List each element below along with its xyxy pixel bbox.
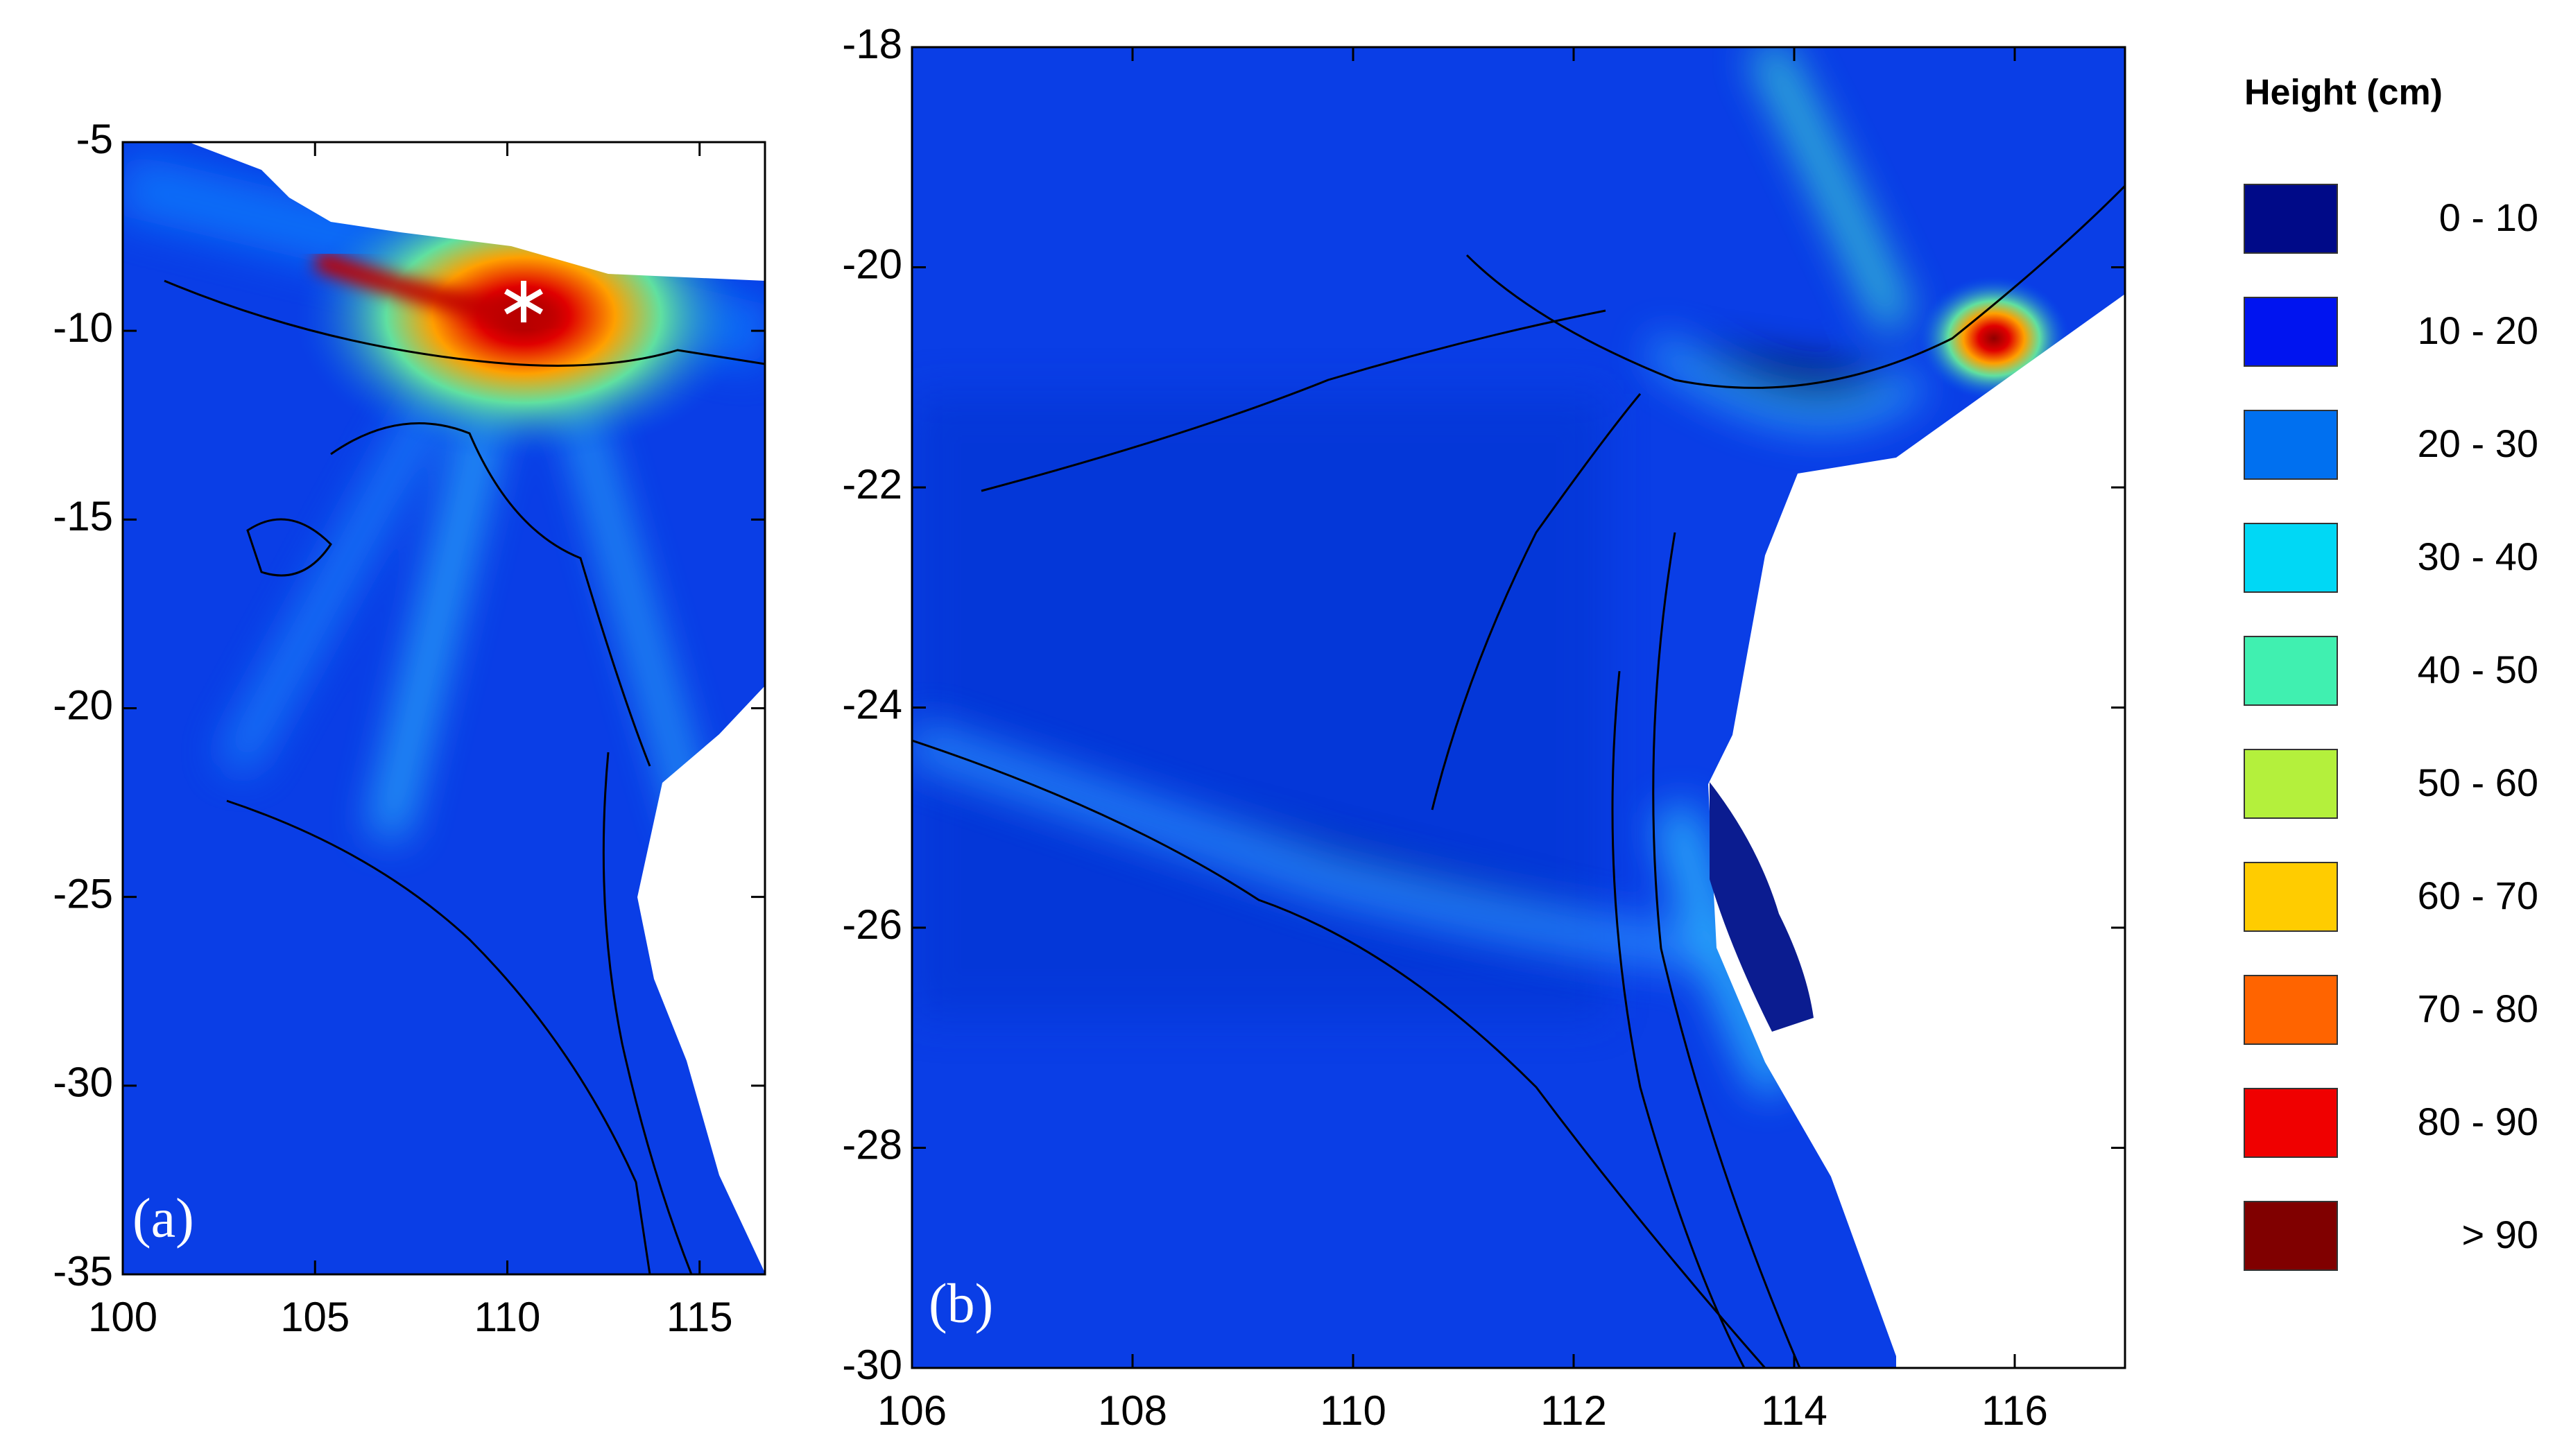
legend-swatch <box>2244 297 2338 367</box>
panel-label: (a) <box>132 1188 194 1249</box>
legend-label: 70 - 80 <box>2418 987 2538 1030</box>
legend-swatch <box>2244 636 2338 706</box>
x-tick-label: 108 <box>1098 1387 1167 1434</box>
legend-label: > 90 <box>2461 1213 2538 1256</box>
legend-title: Height (cm) <box>2244 73 2443 113</box>
legend-label: 20 - 30 <box>2418 422 2538 465</box>
legend-swatch <box>2244 1201 2338 1271</box>
legend-label: 80 - 90 <box>2418 1100 2538 1143</box>
y-tick-label: -26 <box>842 901 902 948</box>
legend-label: 10 - 20 <box>2418 309 2538 352</box>
y-tick-label: -24 <box>842 681 902 727</box>
panel-label: (b) <box>929 1273 993 1334</box>
x-tick-label: 116 <box>1981 1387 2048 1434</box>
legend-swatch <box>2244 523 2338 593</box>
y-tick-label: -15 <box>53 493 113 539</box>
y-tick-label: -22 <box>842 461 902 508</box>
x-tick-label: 110 <box>474 1294 541 1340</box>
legend-label: 40 - 50 <box>2418 648 2538 691</box>
legend-swatch <box>2244 1088 2338 1158</box>
y-tick-label: -20 <box>842 241 902 287</box>
legend: 0 - 10 10 - 20 20 - 30 30 - 40 40 - 50 50 - 6… <box>2244 184 2538 1271</box>
y-tick-label: -5 <box>76 116 113 162</box>
y-tick-label: -30 <box>53 1059 113 1106</box>
x-tick-label: 106 <box>877 1387 947 1434</box>
x-tick-label: 105 <box>280 1294 350 1340</box>
legend-swatch <box>2244 410 2338 480</box>
y-tick-label: -30 <box>842 1342 902 1388</box>
legend-label: 60 - 70 <box>2418 874 2538 917</box>
legend-swatch <box>2244 184 2338 254</box>
legend-label: 30 - 40 <box>2418 535 2538 578</box>
y-tick-label: -35 <box>53 1248 113 1294</box>
y-tick-label: -10 <box>53 304 113 351</box>
x-tick-label: 100 <box>88 1294 157 1340</box>
x-tick-label: 110 <box>1320 1387 1386 1434</box>
x-tick-label: 112 <box>1540 1387 1607 1434</box>
legend-swatch <box>2244 975 2338 1045</box>
x-tick-label: 114 <box>1761 1387 1827 1434</box>
y-tick-label: -28 <box>842 1121 902 1168</box>
map-panel-b: (b) 106 108 110 112 114 116 -18 -20 -22 -24 -26 -28… <box>842 21 2126 1434</box>
legend-label: 50 - 60 <box>2418 761 2538 804</box>
map-panel-a: (a) 100 105 110 115 -5 -10 -15 -20 -25 -30 -35 <box>53 116 766 1340</box>
y-tick-label: -25 <box>53 871 113 917</box>
legend-swatch <box>2244 749 2338 819</box>
x-tick-label: 115 <box>666 1294 733 1340</box>
y-tick-label: -20 <box>53 682 113 728</box>
legend-label: 0 - 10 <box>2439 196 2538 239</box>
legend-swatch <box>2244 862 2338 932</box>
y-tick-label: -18 <box>842 21 902 67</box>
